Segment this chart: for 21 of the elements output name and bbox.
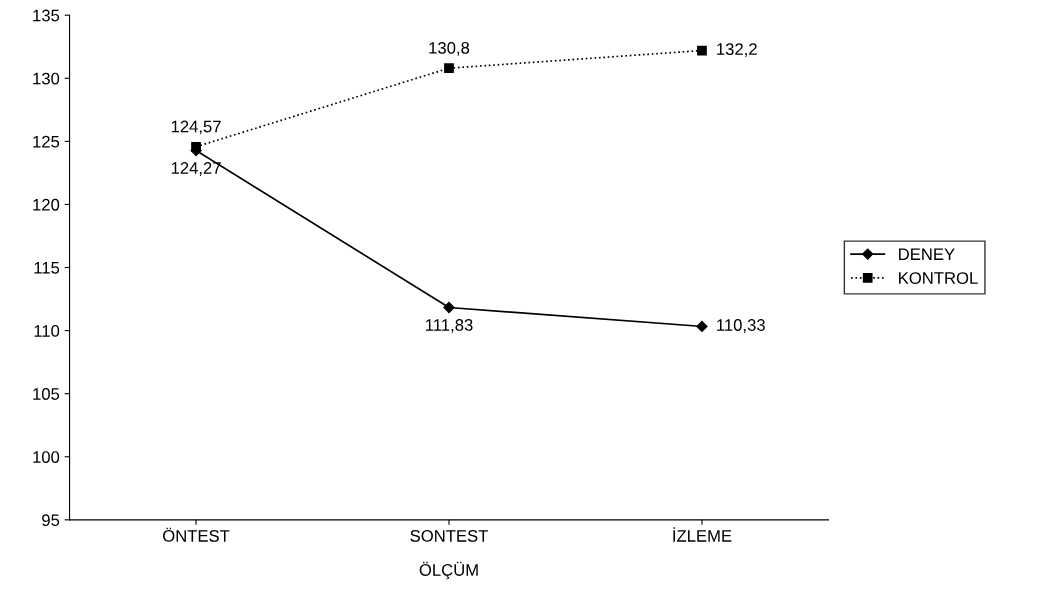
y-tick-label: 135 xyxy=(33,9,60,22)
data-label: 132,2 xyxy=(717,43,757,57)
data-label: 124,57 xyxy=(171,120,221,135)
legend-label: KONTROL xyxy=(899,272,978,284)
data-label: 130,8 xyxy=(429,41,470,56)
y-tick-label: 125 xyxy=(33,135,60,148)
y-tick-label: 100 xyxy=(33,451,60,463)
y-tick-label: 105 xyxy=(33,388,60,400)
legend-label: DENEY xyxy=(899,248,955,260)
y-tick-label: 115 xyxy=(34,262,60,274)
data-label: 110,33 xyxy=(717,319,765,333)
y-tick-label: 130 xyxy=(33,72,60,85)
y-tick-label: 120 xyxy=(33,198,60,211)
x-axis-title: ÖLÇÜM xyxy=(419,561,478,580)
data-label: 124,27 xyxy=(171,162,221,176)
y-tick-label: 110 xyxy=(34,325,60,337)
x-tick-label: ÖNTEST xyxy=(163,527,230,542)
x-tick-label: İZLEME xyxy=(673,527,732,542)
data-label: 111,83 xyxy=(426,319,473,333)
x-tick-label: SONTEST xyxy=(410,530,488,542)
y-tick-label: 95 xyxy=(42,514,60,527)
